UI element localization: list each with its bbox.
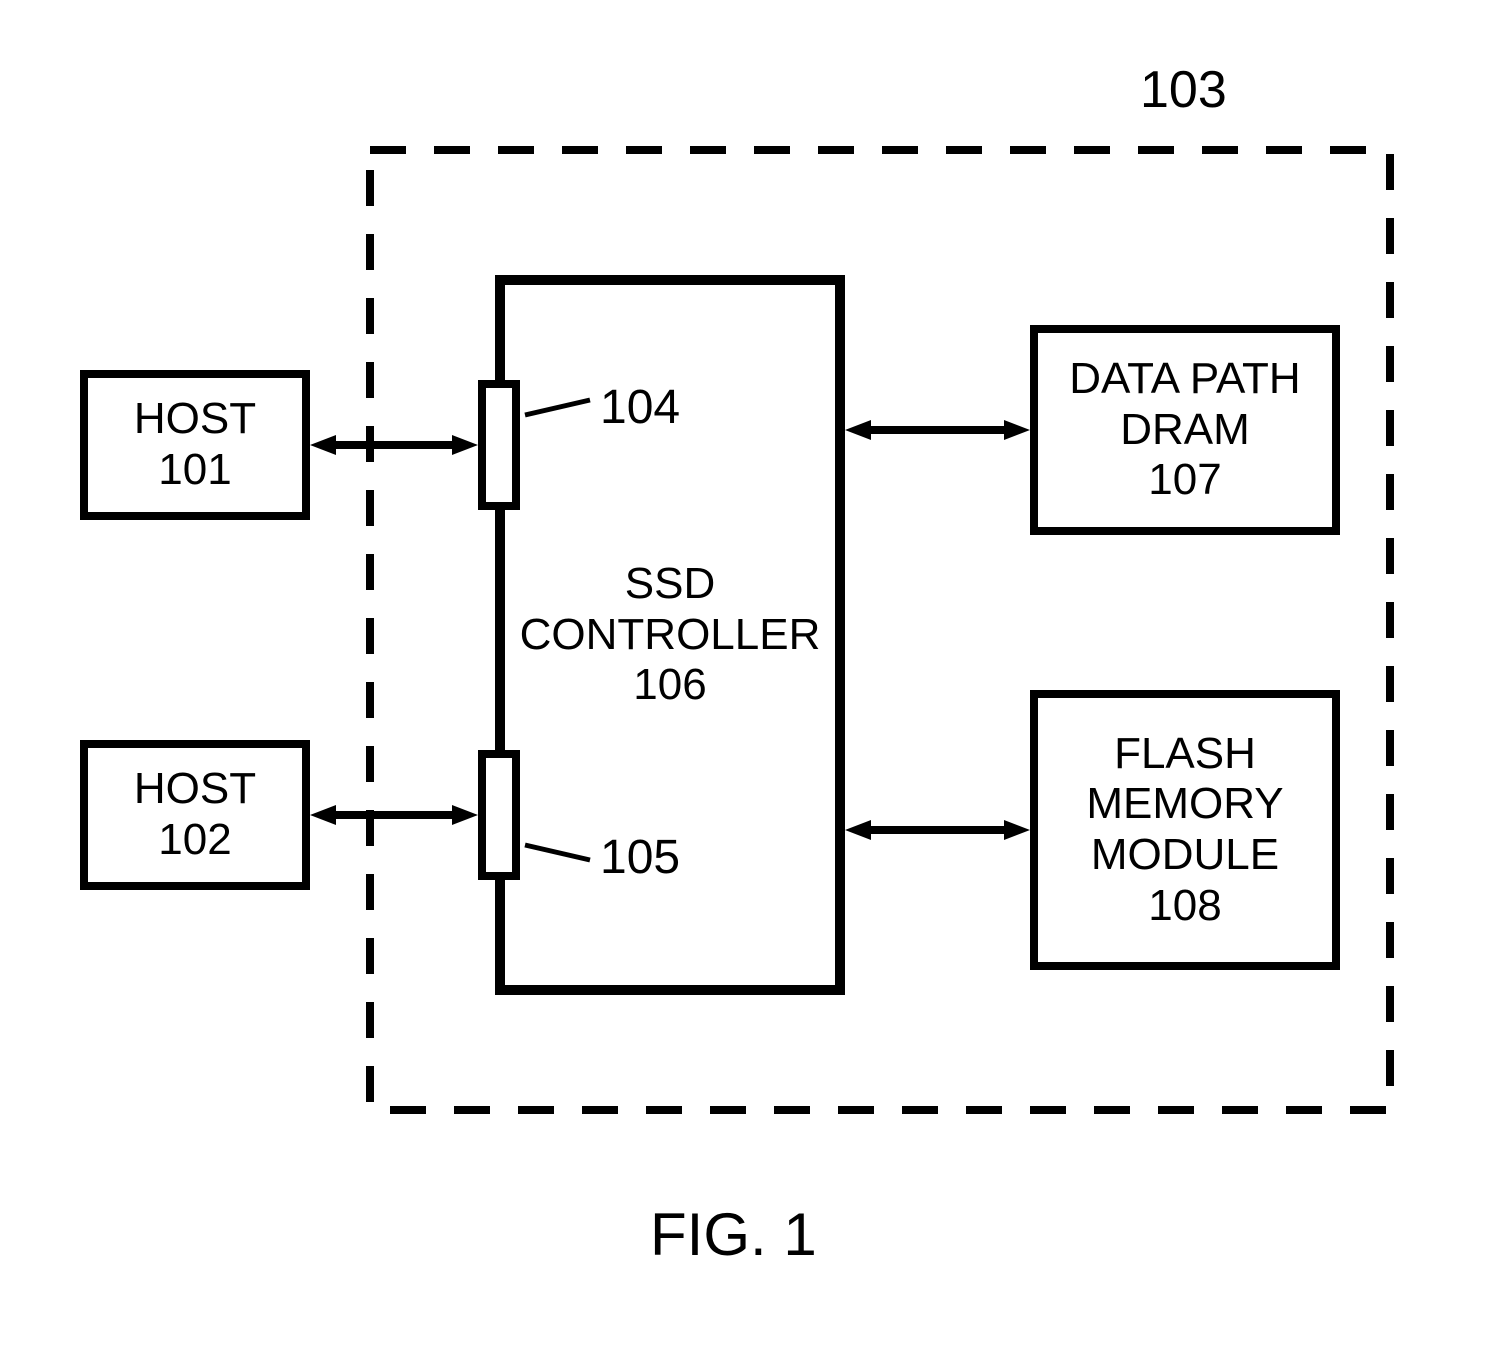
data-path-dram-107-box: DATA PATH DRAM 107	[1030, 325, 1340, 535]
controller-line3: 106	[633, 660, 706, 711]
port-104-box	[478, 380, 520, 510]
ref-label-103: 103	[1140, 60, 1227, 120]
flash-line3: MODULE	[1091, 830, 1279, 881]
host-102-line1: HOST	[134, 764, 256, 815]
host-101-line2: 101	[158, 445, 231, 496]
flash-line4: 108	[1148, 881, 1221, 932]
dram-line2: DRAM	[1120, 405, 1250, 456]
host-101-box: HOST 101	[80, 370, 310, 520]
flash-memory-module-108-box: FLASH MEMORY MODULE 108	[1030, 690, 1340, 970]
host-101-line1: HOST	[134, 394, 256, 445]
figure-caption: FIG. 1	[650, 1200, 817, 1269]
host-102-box: HOST 102	[80, 740, 310, 890]
port-105-box	[478, 750, 520, 880]
dram-line3: 107	[1148, 455, 1221, 506]
ref-label-104: 104	[600, 380, 680, 435]
controller-line2: CONTROLLER	[520, 610, 821, 661]
flash-line1: FLASH	[1114, 729, 1256, 780]
ref-label-105: 105	[600, 830, 680, 885]
diagram-canvas: 103 HOST 101 HOST 102 SSD CONTROLLER 106…	[0, 0, 1506, 1364]
dram-line1: DATA PATH	[1069, 354, 1300, 405]
host-102-line2: 102	[158, 815, 231, 866]
controller-line1: SSD	[625, 559, 715, 610]
flash-line2: MEMORY	[1086, 779, 1283, 830]
